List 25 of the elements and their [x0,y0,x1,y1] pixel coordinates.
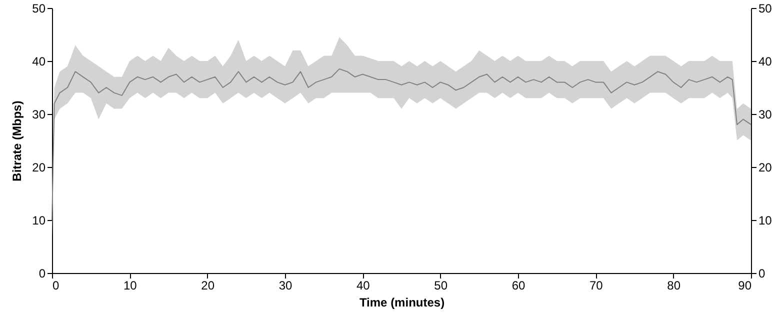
y2-tick-label: 0 [758,266,766,280]
y2-tick-label: 10 [758,214,772,228]
y-tick-label: 30 [32,108,46,122]
y2-tick-label: 30 [758,108,772,122]
x-tick-label: 60 [512,278,526,292]
y-tick-label: 40 [32,54,46,68]
line-series [52,68,752,220]
y-tick-label: 10 [32,214,46,228]
x-tick-label: 90 [738,278,752,292]
y2-tick-label: 20 [758,160,772,174]
x-tick-label: 50 [434,278,448,292]
x-tick-label: 40 [356,278,370,292]
y-tick-label: 20 [32,160,46,174]
x-tick-label: 20 [201,278,215,292]
y-tick-label: 0 [38,266,46,280]
x-tick-label: 10 [123,278,138,292]
y2-tick-label: 50 [758,2,772,16]
x-tick-label: 30 [278,278,292,292]
x-axis-title: Time (minutes) [359,296,445,310]
y-axis-title: Bitrate (Mbps) [10,100,24,182]
y-tick-label: 50 [32,2,46,16]
x-tick-label: 70 [589,278,604,292]
y2-tick-label: 40 [758,54,772,68]
x-tick-label: 80 [667,278,681,292]
x-tick-label: 0 [52,278,60,292]
